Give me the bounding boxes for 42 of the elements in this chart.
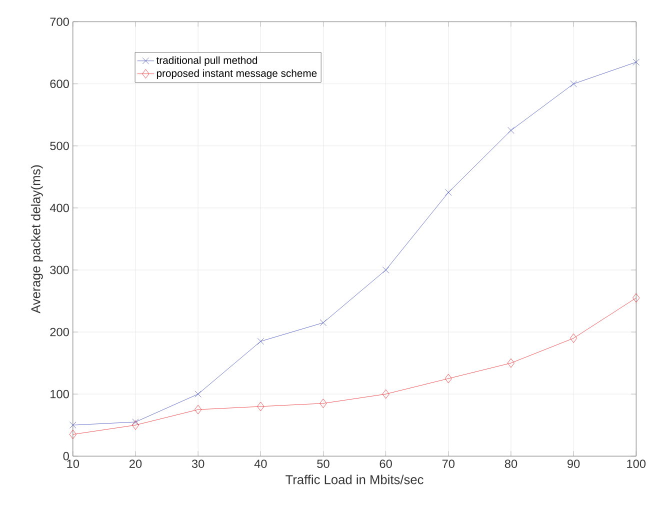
point	[320, 398, 327, 408]
point	[69, 430, 76, 440]
x-tick-label: 10	[67, 460, 80, 468]
x-tick-label: 100	[627, 460, 646, 468]
point	[320, 320, 327, 326]
x-tick-label: 40	[254, 460, 267, 468]
point	[570, 334, 578, 344]
point	[257, 338, 264, 345]
point	[132, 420, 140, 430]
point	[444, 374, 452, 384]
y-tick-label: 600	[50, 80, 69, 88]
point	[382, 390, 390, 399]
point	[132, 418, 139, 426]
legend-label: proposed instant message scheme	[156, 70, 317, 80]
y-tick-label: 700	[50, 18, 69, 26]
x-tick-label: 20	[129, 460, 142, 468]
point	[194, 390, 202, 398]
point	[632, 293, 640, 303]
y-tick-label: 500	[50, 142, 69, 150]
point	[632, 58, 640, 66]
x-tick-label: 30	[192, 460, 204, 468]
point	[70, 422, 76, 429]
x-tick-label: 50	[317, 460, 330, 468]
point	[508, 127, 514, 134]
y-tick-label: 300	[50, 266, 69, 274]
point	[382, 266, 390, 274]
legend-label: traditional pull method	[156, 56, 258, 66]
x-tick-label: 90	[568, 460, 580, 468]
y-tick-label: 200	[50, 328, 69, 336]
point	[570, 80, 577, 88]
x-axis-title: Traffic Load in Mbits/sec	[286, 474, 424, 484]
point	[445, 189, 452, 196]
y-tick-label: 0	[63, 452, 69, 460]
y-tick-label: 400	[50, 204, 69, 212]
x-tick-label: 80	[504, 460, 518, 468]
point	[257, 402, 264, 412]
point	[194, 405, 202, 414]
y-tick-label: 100	[50, 390, 69, 398]
x-tick-label: 70	[442, 460, 455, 468]
y-axis-title: Average packet delay(ms)	[30, 166, 43, 314]
point	[507, 358, 515, 368]
x-tick-label: 60	[380, 460, 392, 468]
